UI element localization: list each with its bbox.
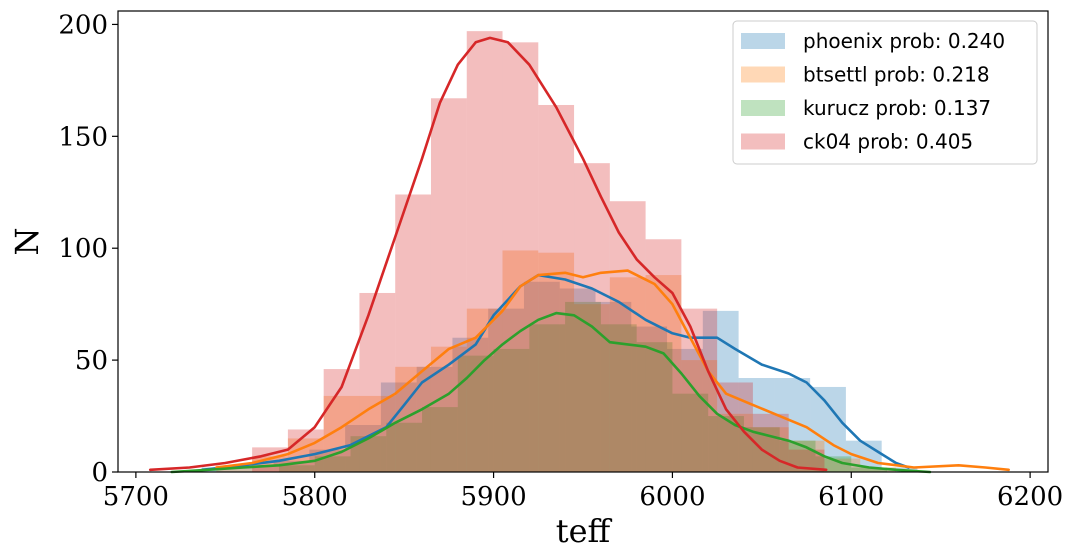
histogram-bar	[359, 292, 396, 472]
y-tick-label: 200	[58, 10, 108, 40]
histogram-bar	[309, 449, 346, 472]
histogram-bar	[631, 326, 668, 472]
histogram-bar	[667, 348, 703, 472]
histogram-bar	[395, 194, 431, 472]
x-axis-ticks: 5700 5800 5900 6000 6100 6200	[103, 472, 1063, 512]
series-0-bars	[202, 281, 918, 472]
histogram-bar	[493, 348, 530, 472]
y-axis-ticks: 0 50 100 150 200	[58, 10, 118, 488]
legend-swatch	[741, 133, 785, 150]
histogram-bar	[430, 346, 467, 472]
histogram-bar	[278, 465, 315, 472]
histogram-bar	[314, 456, 351, 472]
histogram-bar	[452, 337, 489, 472]
histogram-bar	[386, 422, 423, 472]
x-tick-label: 6000	[639, 482, 705, 512]
legend-entry-label: btsettl prob: 0.218	[803, 63, 990, 87]
histogram-bar	[466, 308, 503, 472]
histogram-bar	[538, 252, 575, 472]
histogram-bar	[860, 467, 896, 472]
histogram-bar	[416, 366, 453, 472]
legend-entry-label: phoenix prob: 0.240	[803, 29, 1005, 53]
kde-curve-2	[170, 311, 932, 474]
legend-swatch	[741, 66, 785, 83]
legend-swatch	[741, 100, 785, 116]
histogram-bar	[717, 382, 753, 472]
histogram-bar	[824, 458, 861, 472]
histogram-bar	[645, 239, 682, 472]
y-tick-label: 50	[75, 346, 108, 376]
legend: phoenix prob: 0.240 btsettl prob: 0.218 ku…	[732, 20, 1038, 165]
histogram-bar	[273, 460, 310, 472]
histogram-bar	[559, 288, 596, 472]
x-tick-label: 5700	[103, 482, 169, 512]
kde-curves	[148, 36, 1010, 474]
x-tick-label: 6100	[818, 482, 884, 512]
histogram-bar	[422, 407, 458, 472]
y-tick-label: 0	[91, 458, 108, 488]
y-tick-label: 150	[58, 122, 108, 152]
kde-curve-1	[215, 269, 1010, 472]
series-1-bars	[216, 250, 896, 472]
kde-curve-3	[148, 36, 828, 472]
histogram-bar	[738, 378, 775, 472]
x-tick-label: 5900	[460, 482, 526, 512]
histogram-bar	[672, 393, 709, 472]
histogram-bar	[529, 324, 566, 472]
histogram-bar	[815, 456, 852, 472]
histogram-bar	[595, 301, 632, 472]
histogram-bar	[237, 465, 274, 472]
x-tick-label: 5800	[282, 482, 348, 512]
legend-frame	[732, 20, 1038, 165]
histogram-bar	[502, 42, 539, 472]
histogram-bar	[466, 31, 503, 472]
legend-entry-label: ck04 prob: 0.405	[803, 130, 973, 154]
histogram-bar	[574, 304, 610, 472]
histogram-bar	[851, 467, 888, 472]
legend-entry-label: kurucz prob: 0.137	[803, 96, 991, 120]
histogram-bar	[752, 427, 789, 472]
histogram-bar	[430, 98, 467, 472]
y-axis-label: N	[8, 228, 46, 256]
histogram-bar	[609, 277, 646, 472]
x-tick-label: 6200	[997, 482, 1063, 512]
x-axis-label: teff	[556, 512, 613, 550]
histogram-bar	[609, 201, 646, 472]
legend-swatch	[741, 33, 785, 49]
plot-area-frame	[117, 10, 1049, 473]
histogram-bar	[488, 308, 524, 472]
histogram-bar	[538, 104, 575, 472]
histogram-bar	[457, 355, 494, 472]
histogram-bar	[600, 324, 637, 472]
histogram-bar	[636, 342, 673, 472]
y-tick-label: 100	[58, 234, 108, 264]
